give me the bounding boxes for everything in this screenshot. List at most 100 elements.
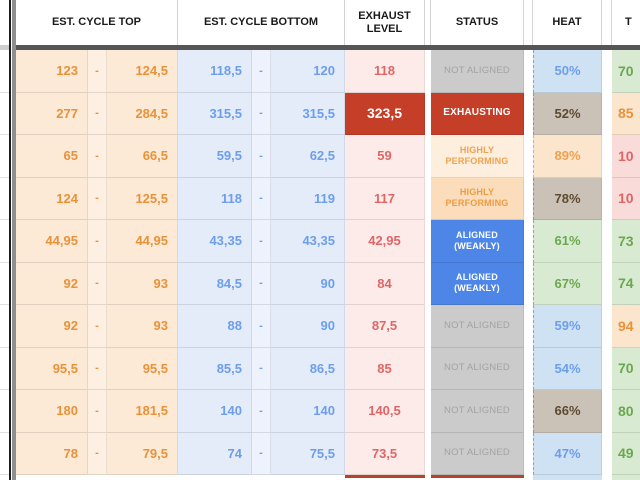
- cell-status[interactable]: HIGHLY PERFORMING: [431, 135, 524, 178]
- cell-exhaust-level[interactable]: 87,5: [345, 305, 425, 348]
- partial-cell-clipped[interactable]: [612, 475, 640, 480]
- cell-heat[interactable]: 67%: [533, 262, 602, 305]
- cell-est-cycle-bottom-low[interactable]: 84,5: [178, 262, 252, 305]
- cell-est-cycle-bottom-low[interactable]: 315,5: [178, 92, 252, 135]
- cell-est-cycle-top-high[interactable]: 95,5: [107, 347, 178, 390]
- cell-est-cycle-top-high[interactable]: 284,5: [107, 92, 178, 135]
- cell-est-cycle-bottom-high[interactable]: 140: [271, 390, 345, 433]
- cell-exhaust-level[interactable]: 59: [345, 135, 425, 178]
- cell-status[interactable]: HIGHLY PERFORMING: [431, 177, 524, 220]
- range-dash[interactable]: -: [88, 92, 107, 135]
- range-dash[interactable]: -: [88, 177, 107, 220]
- cell-exhaust-level[interactable]: 42,95: [345, 220, 425, 263]
- cell-est-cycle-bottom-low[interactable]: 43,35: [178, 220, 252, 263]
- cell-est-cycle-bottom-low[interactable]: 118: [178, 177, 252, 220]
- partial-cell-exhaust[interactable]: [345, 475, 425, 480]
- cell-est-cycle-top-low[interactable]: 44,95: [16, 220, 88, 263]
- cell-est-cycle-top-high[interactable]: 44,95: [107, 220, 178, 263]
- column-header-est-cycle-bottom[interactable]: EST. CYCLE BOTTOM: [178, 0, 345, 45]
- cell-clipped-column[interactable]: 70: [612, 347, 640, 390]
- range-dash[interactable]: -: [252, 262, 271, 305]
- cell-est-cycle-top-low[interactable]: 123: [16, 50, 88, 93]
- cell-heat[interactable]: 54%: [533, 347, 602, 390]
- range-dash[interactable]: -: [252, 177, 271, 220]
- adjacent-column-sliver[interactable]: [0, 347, 9, 390]
- range-dash[interactable]: -: [88, 432, 107, 475]
- cell-heat[interactable]: 50%: [533, 50, 602, 93]
- cell-est-cycle-bottom-high[interactable]: 90: [271, 262, 345, 305]
- cell-status[interactable]: NOT ALIGNED: [431, 50, 524, 93]
- adjacent-column-sliver[interactable]: [0, 390, 9, 433]
- column-header-heat[interactable]: HEAT: [533, 0, 602, 45]
- cell-est-cycle-top-low[interactable]: 92: [16, 305, 88, 348]
- cell-clipped-column[interactable]: 10: [612, 177, 640, 220]
- column-header-status[interactable]: STATUS: [431, 0, 524, 45]
- cell-est-cycle-top-high[interactable]: 181,5: [107, 390, 178, 433]
- range-dash[interactable]: -: [252, 432, 271, 475]
- cell-est-cycle-top-high[interactable]: 125,5: [107, 177, 178, 220]
- cell-clipped-column[interactable]: 70: [612, 50, 640, 93]
- cell-est-cycle-bottom-high[interactable]: 62,5: [271, 135, 345, 178]
- range-dash[interactable]: -: [252, 347, 271, 390]
- partial-cell-heat[interactable]: [533, 475, 602, 480]
- cell-est-cycle-bottom-high[interactable]: 90: [271, 305, 345, 348]
- cell-exhaust-level[interactable]: 117: [345, 177, 425, 220]
- cell-est-cycle-bottom-low[interactable]: 88: [178, 305, 252, 348]
- cell-clipped-column[interactable]: 73: [612, 220, 640, 263]
- cell-est-cycle-bottom-low[interactable]: 140: [178, 390, 252, 433]
- cell-exhaust-level[interactable]: 118: [345, 50, 425, 93]
- column-header-est-cycle-top[interactable]: EST. CYCLE TOP: [16, 0, 178, 45]
- cell-est-cycle-top-low[interactable]: 95,5: [16, 347, 88, 390]
- cell-est-cycle-top-high[interactable]: 79,5: [107, 432, 178, 475]
- cell-status[interactable]: ALIGNED (WEAKLY): [431, 262, 524, 305]
- cell-heat[interactable]: 47%: [533, 432, 602, 475]
- cell-exhaust-level[interactable]: 84: [345, 262, 425, 305]
- cell-heat[interactable]: 59%: [533, 305, 602, 348]
- cell-est-cycle-bottom-high[interactable]: 75,5: [271, 432, 345, 475]
- cell-exhaust-level[interactable]: 140,5: [345, 390, 425, 433]
- range-dash[interactable]: -: [252, 135, 271, 178]
- cell-est-cycle-bottom-high[interactable]: 120: [271, 50, 345, 93]
- cell-heat[interactable]: 61%: [533, 220, 602, 263]
- adjacent-column-sliver[interactable]: [0, 305, 9, 348]
- cell-est-cycle-bottom-high[interactable]: 43,35: [271, 220, 345, 263]
- range-dash[interactable]: -: [252, 305, 271, 348]
- adjacent-column-sliver[interactable]: [0, 220, 9, 263]
- cell-exhaust-level[interactable]: 85: [345, 347, 425, 390]
- adjacent-column-sliver[interactable]: [0, 50, 9, 93]
- range-dash[interactable]: -: [252, 220, 271, 263]
- cell-est-cycle-bottom-high[interactable]: 86,5: [271, 347, 345, 390]
- partial-cell-status[interactable]: [431, 475, 524, 480]
- cell-est-cycle-bottom-high[interactable]: 315,5: [271, 92, 345, 135]
- cell-est-cycle-top-low[interactable]: 124: [16, 177, 88, 220]
- cell-exhaust-level[interactable]: 323,5: [345, 92, 425, 135]
- range-dash[interactable]: -: [88, 220, 107, 263]
- cell-est-cycle-bottom-low[interactable]: 85,5: [178, 347, 252, 390]
- range-dash[interactable]: -: [88, 262, 107, 305]
- cell-status[interactable]: NOT ALIGNED: [431, 390, 524, 433]
- cell-clipped-column[interactable]: 49: [612, 432, 640, 475]
- adjacent-column-sliver[interactable]: [0, 92, 9, 135]
- cell-heat[interactable]: 89%: [533, 135, 602, 178]
- range-dash[interactable]: -: [252, 50, 271, 93]
- cell-est-cycle-top-low[interactable]: 277: [16, 92, 88, 135]
- cell-clipped-column[interactable]: 94: [612, 305, 640, 348]
- cell-clipped-column[interactable]: 85: [612, 92, 640, 135]
- cell-heat[interactable]: 52%: [533, 92, 602, 135]
- cell-est-cycle-top-high[interactable]: 66,5: [107, 135, 178, 178]
- range-dash[interactable]: -: [252, 92, 271, 135]
- cell-est-cycle-top-low[interactable]: 65: [16, 135, 88, 178]
- partial-cell[interactable]: [16, 475, 345, 480]
- cell-est-cycle-bottom-low[interactable]: 118,5: [178, 50, 252, 93]
- cell-status[interactable]: NOT ALIGNED: [431, 347, 524, 390]
- range-dash[interactable]: -: [88, 50, 107, 93]
- range-dash[interactable]: -: [88, 135, 107, 178]
- adjacent-column-sliver[interactable]: [0, 135, 9, 178]
- cell-clipped-column[interactable]: 74: [612, 262, 640, 305]
- cell-est-cycle-bottom-low[interactable]: 59,5: [178, 135, 252, 178]
- range-dash[interactable]: -: [88, 390, 107, 433]
- cell-est-cycle-top-high[interactable]: 124,5: [107, 50, 178, 93]
- cell-status[interactable]: EXHAUSTING: [431, 92, 524, 135]
- cell-clipped-column[interactable]: 10: [612, 135, 640, 178]
- adjacent-column-sliver[interactable]: [0, 177, 9, 220]
